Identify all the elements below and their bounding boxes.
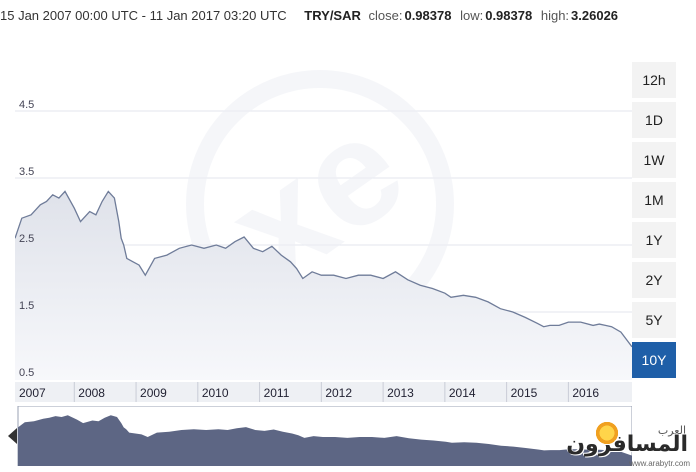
navigator-area	[18, 415, 632, 466]
close-label: close:	[368, 8, 403, 23]
y-axis-labels: 0.5 1.5 2.5 3.5 4.5	[19, 99, 34, 379]
range-button-1y[interactable]: 1Y	[632, 222, 676, 258]
navigator-left-handle-icon[interactable]	[8, 428, 17, 444]
x-axis-band	[15, 382, 632, 402]
chart-header: 15 Jan 2007 00:00 UTC - 11 Jan 2017 03:2…	[0, 8, 696, 26]
price-area	[15, 191, 632, 380]
x-tick-label: 2012	[325, 386, 352, 400]
x-axis: 2007 2008 2009 2010 2011 2012 2013 2014 2015 2016	[15, 382, 632, 402]
site-watermark: العرب المسافرون www.arabytr.com	[566, 412, 694, 470]
x-tick-label: 2010	[202, 386, 229, 400]
x-tick-label: 2015	[511, 386, 538, 400]
watermark-small-text: العرب	[657, 424, 686, 437]
navigator-overview[interactable]	[8, 406, 632, 466]
x-tick-label: 2011	[264, 386, 290, 400]
y-tick-label: 3.5	[19, 166, 34, 178]
currency-pair: TRY/SAR	[304, 8, 361, 23]
high-value: 3.26026	[571, 8, 619, 23]
range-button-5y[interactable]: 5Y	[632, 302, 676, 338]
y-tick-label: 1.5	[19, 300, 34, 312]
range-selector: 12h 1D 1W 1M 1Y 2Y 5Y 10Y	[632, 62, 676, 382]
low-value: 0.98378	[485, 8, 533, 23]
y-tick-label: 4.5	[19, 99, 34, 111]
price-chart[interactable]: xe 0.51.52.53.54.5	[15, 44, 632, 380]
range-button-2y[interactable]: 2Y	[632, 262, 676, 298]
x-tick-label: 2013	[387, 386, 414, 400]
close-value: 0.98378	[404, 8, 452, 23]
high-label: high:	[540, 8, 570, 23]
watermark-site: www.arabytr.com	[629, 459, 690, 468]
watermark-brand-text: المسافرون	[566, 432, 688, 457]
range-button-12h[interactable]: 12h	[632, 62, 676, 98]
range-button-1w[interactable]: 1W	[632, 142, 676, 178]
x-tick-label: 2014	[449, 386, 476, 400]
range-button-1m[interactable]: 1M	[632, 182, 676, 218]
x-tick-label: 2008	[78, 386, 105, 400]
sun-logo-icon	[594, 420, 620, 446]
y-tick-label: 0.5	[19, 367, 34, 379]
date-range: 15 Jan 2007 00:00 UTC - 11 Jan 2017 03:2…	[0, 8, 287, 23]
range-button-1d[interactable]: 1D	[632, 102, 676, 138]
y-tick-label: 2.5	[19, 233, 34, 245]
x-tick-label: 2009	[140, 386, 167, 400]
x-tick-label: 2016	[572, 386, 599, 400]
range-button-10y[interactable]: 10Y	[632, 342, 676, 378]
price-line	[15, 190, 632, 348]
low-label: low:	[460, 8, 484, 23]
x-tick-label: 2007	[19, 386, 46, 400]
